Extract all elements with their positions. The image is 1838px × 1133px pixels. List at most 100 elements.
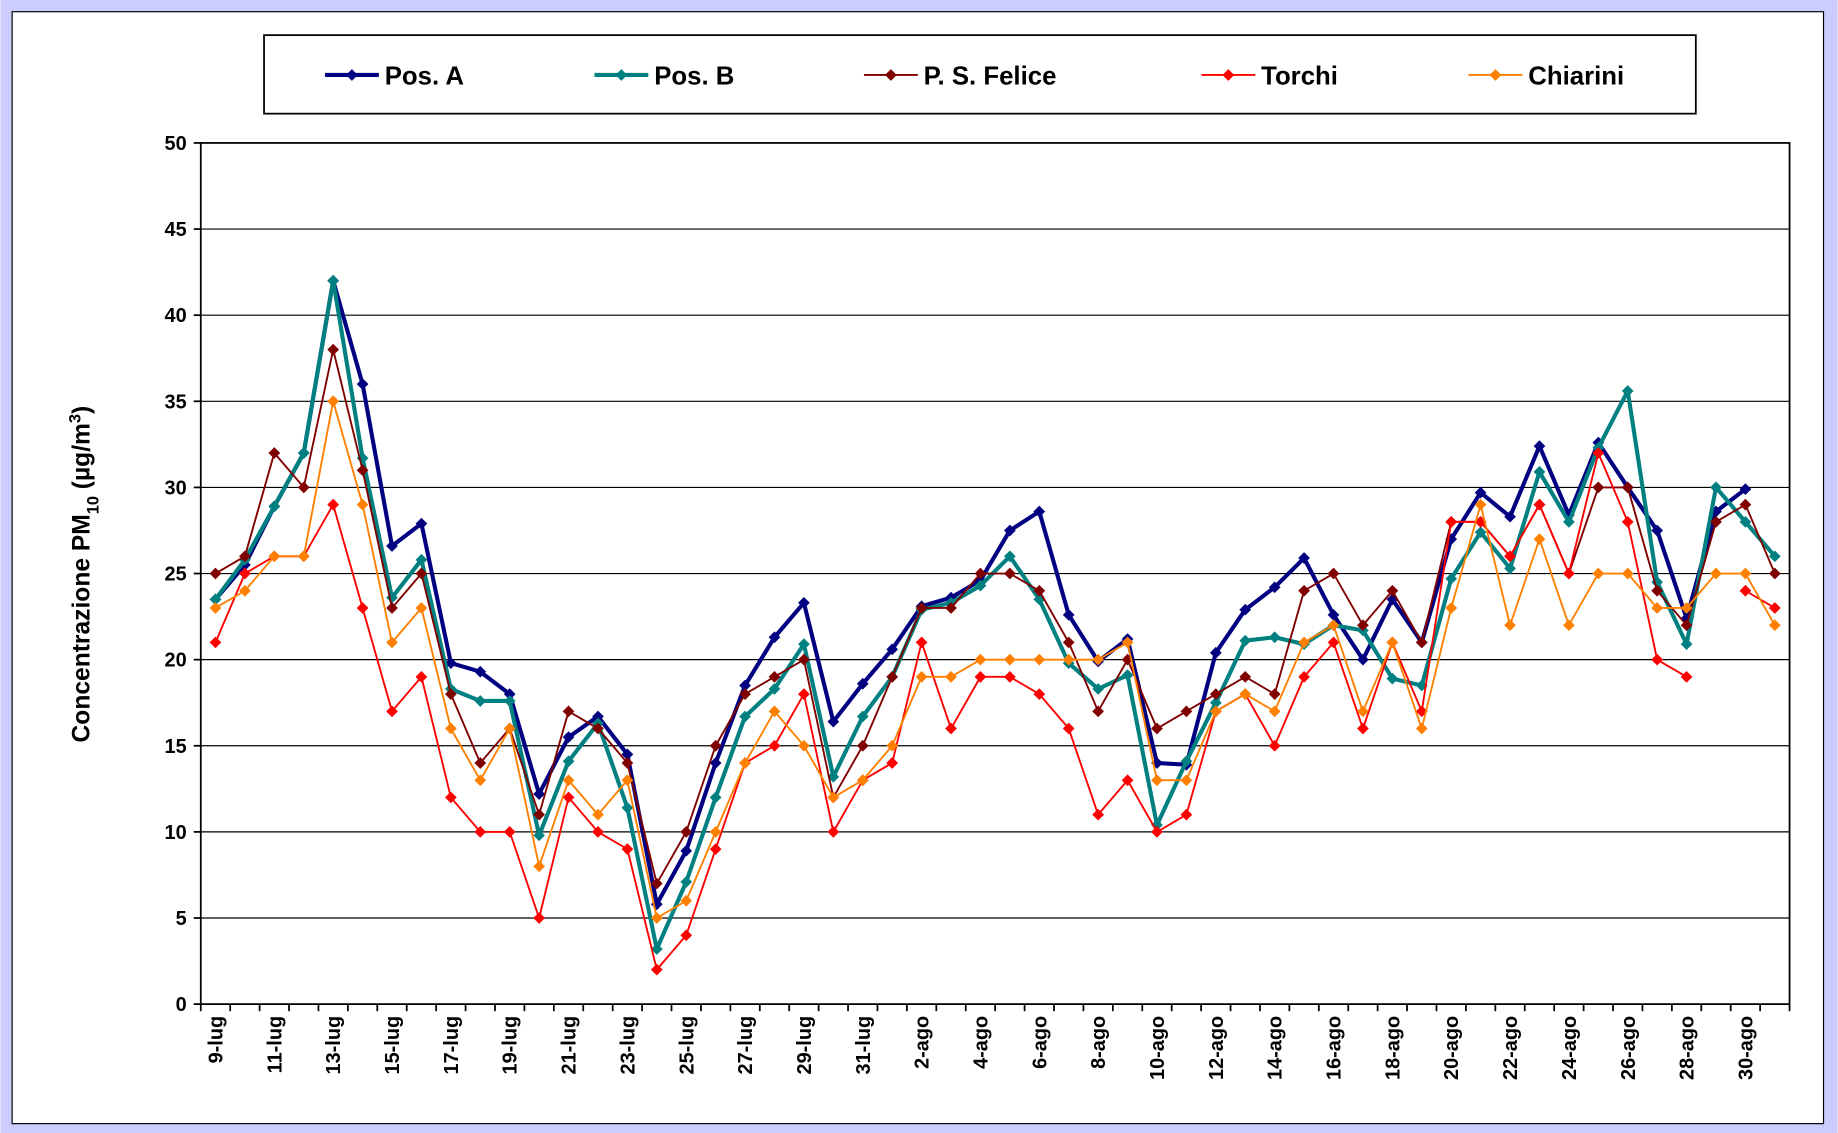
x-tick-label: 25-lug [676,1016,698,1075]
point-marker [1151,722,1163,735]
point-marker [1062,609,1075,621]
point-marker [709,739,722,752]
point-marker [739,688,751,700]
x-tick-label: 13-lug [323,1016,345,1075]
point-marker [1033,653,1046,666]
point-marker [1268,631,1281,644]
x-tick-label: 24-ago [1559,1016,1581,1080]
point-marker [1386,672,1399,685]
point-marker [1504,562,1516,575]
point-marker [680,929,693,942]
point-marker [239,584,251,597]
series-line [215,400,1776,919]
y-axis-label: Concentrazione PM10 (µg/m3) [66,406,102,743]
point-marker [474,774,487,787]
point-marker [1092,653,1104,666]
point-marker [592,826,604,838]
x-tick-label: 18-ago [1382,1016,1404,1080]
point-marker [1062,653,1075,666]
point-marker [1298,636,1310,649]
point-marker [1004,653,1016,666]
point-marker [650,943,663,955]
point-marker [1474,498,1487,511]
x-tick-label: 27-lug [735,1016,757,1075]
point-marker [1533,498,1546,511]
point-marker [1298,552,1310,564]
x-tick-label: 15-lug [382,1016,404,1075]
point-marker [1504,619,1516,632]
point-marker [327,498,340,511]
legend-label: Pos. A [385,62,464,90]
point-marker [444,657,457,669]
point-marker [798,739,810,752]
point-marker [1239,603,1252,616]
point-marker [1180,808,1193,821]
y-tick-label: 15 [165,736,187,758]
point-marker [239,567,251,580]
point-marker [709,757,722,769]
point-marker [327,343,340,356]
point-marker [474,695,487,707]
x-tick-label: 14-ago [1265,1016,1287,1080]
point-marker [1739,483,1752,495]
point-marker [1739,567,1752,580]
legend-label: Pos. B [654,62,734,90]
point-marker [1592,567,1605,580]
x-tick-label: 21-lug [559,1016,581,1075]
point-marker [856,774,869,787]
point-marker [798,688,810,700]
point-marker [1033,688,1046,700]
point-marker [1268,688,1281,700]
point-marker [1386,593,1399,606]
x-tick-label: 4-ago [970,1016,992,1069]
point-marker [974,567,987,580]
point-marker [1621,516,1634,528]
point-marker [533,912,545,924]
point-marker [827,826,840,838]
point-marker [1474,526,1487,539]
y-tick-label: 20 [165,650,187,672]
point-marker [1180,774,1193,787]
point-marker [1151,774,1163,787]
point-marker [297,447,310,459]
y-tick-label: 45 [165,219,187,241]
point-marker [1033,584,1046,597]
point-marker [356,498,369,511]
point-marker [945,602,957,614]
point-marker [1680,619,1693,632]
x-tick-label: 11-lug [264,1016,286,1074]
legend-marker [885,69,897,81]
point-marker [1651,602,1664,614]
point-marker [1621,567,1634,580]
legend-marker [346,69,358,81]
point-marker [739,710,751,723]
point-marker [1151,826,1163,838]
point-marker [1445,602,1458,614]
x-tick-label: 17-lug [441,1016,463,1075]
legend [263,34,1697,115]
point-marker [1445,516,1458,528]
point-marker [1563,619,1575,632]
x-tick-label: 9-lug [206,1016,228,1064]
point-marker [1474,486,1487,499]
point-marker [533,829,545,842]
point-marker [415,567,428,580]
point-marker [209,567,222,580]
x-tick-label: 28-ago [1677,1016,1699,1080]
point-marker [1651,584,1664,597]
point-marker [1209,688,1222,700]
point-marker [1680,638,1693,651]
y-tick-label: 50 [165,133,187,155]
point-marker [209,636,222,649]
point-marker [592,710,604,723]
x-tick-label: 10-ago [1147,1016,1169,1080]
point-marker [886,643,899,656]
point-marker [356,378,369,390]
point-marker [680,826,693,838]
point-marker [1033,593,1046,606]
point-marker [798,596,810,609]
point-marker [1710,481,1722,494]
point-marker [856,739,869,752]
